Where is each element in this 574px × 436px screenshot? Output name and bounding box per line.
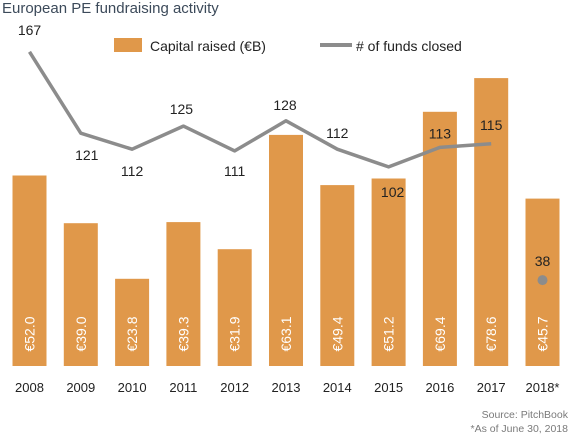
x-tick-2012: 2012 (220, 380, 249, 395)
funds-closed-label-2009: 121 (75, 147, 99, 163)
x-tick-2015: 2015 (374, 380, 403, 395)
bar-label-2013: €63.1 (278, 316, 294, 351)
bar-2010 (115, 278, 150, 366)
x-tick-2014: 2014 (323, 380, 352, 395)
funds-closed-label-2017: 115 (480, 117, 503, 133)
bar-label-2018*: €45.7 (535, 316, 551, 351)
legend-label-bar: Capital raised (€B) (150, 38, 266, 54)
legend-swatch-bar (114, 38, 142, 52)
x-tick-2016: 2016 (425, 380, 454, 395)
bar-label-2014: €49.4 (329, 316, 345, 351)
bar-label-2010: €23.8 (124, 316, 140, 351)
funds-closed-label-2008: 167 (18, 22, 42, 38)
bar-2014 (320, 185, 355, 366)
funds-closed-point-2018* (537, 275, 548, 286)
funds-closed-label-2010: 112 (121, 163, 144, 179)
bar-2015 (371, 178, 406, 366)
footnote: *As of June 30, 2018 (471, 423, 569, 435)
bar-label-2012: €31.9 (227, 316, 243, 351)
funds-closed-label-2011: 125 (170, 101, 194, 117)
funds-closed-label-2012: 111 (224, 163, 245, 179)
bar-2012 (217, 249, 252, 366)
bar-label-2009: €39.0 (73, 316, 89, 351)
x-tick-2008: 2008 (15, 380, 44, 395)
funds-closed-label-2013: 128 (273, 97, 297, 113)
source-note: Source: PitchBook (482, 409, 569, 421)
x-tick-2009: 2009 (66, 380, 95, 395)
line-series (28, 50, 548, 286)
bar-series (12, 78, 560, 366)
bar-2017 (474, 78, 509, 366)
funds-closed-label-2015: 102 (381, 184, 405, 200)
bar-label-2016: €69.4 (432, 316, 448, 351)
line-labels: 167 121 112 125 111 128 112 102 113 115 38 (18, 22, 551, 269)
chart-title: European PE fundraising activity (2, 0, 219, 17)
x-tick-2018*: 2018* (526, 380, 560, 395)
bar-2016 (422, 111, 457, 366)
bar-labels: €52.0 €39.0 €23.8 €39.3 €31.9 €63.1 €49.4 €51.2… (22, 316, 551, 351)
bar-label-2011: €39.3 (175, 316, 191, 351)
x-tick-2011: 2011 (169, 380, 197, 395)
legend-label-line: # of funds closed (356, 38, 462, 54)
bar-2013 (269, 134, 303, 366)
x-axis: 2008 2009 2010 2011 2012 2013 2014 2015 2016 2017… (15, 380, 559, 395)
funds-closed-label-2014: 112 (326, 125, 349, 141)
bar-2011 (166, 222, 201, 366)
funds-closed-line (28, 50, 492, 169)
bar-2008 (12, 175, 47, 366)
bar-label-2017: €78.6 (483, 316, 499, 351)
x-tick-2010: 2010 (118, 380, 147, 395)
x-tick-2017: 2017 (477, 380, 506, 395)
legend: Capital raised (€B) # of funds closed (114, 38, 462, 54)
bar-label-2008: €52.0 (22, 316, 38, 351)
x-tick-2013: 2013 (272, 380, 301, 395)
bar-label-2015: €51.2 (381, 316, 397, 351)
funds-closed-label-2016: 113 (429, 125, 452, 141)
bar-2009 (63, 223, 98, 366)
funds-closed-label-2018*: 38 (535, 253, 551, 269)
